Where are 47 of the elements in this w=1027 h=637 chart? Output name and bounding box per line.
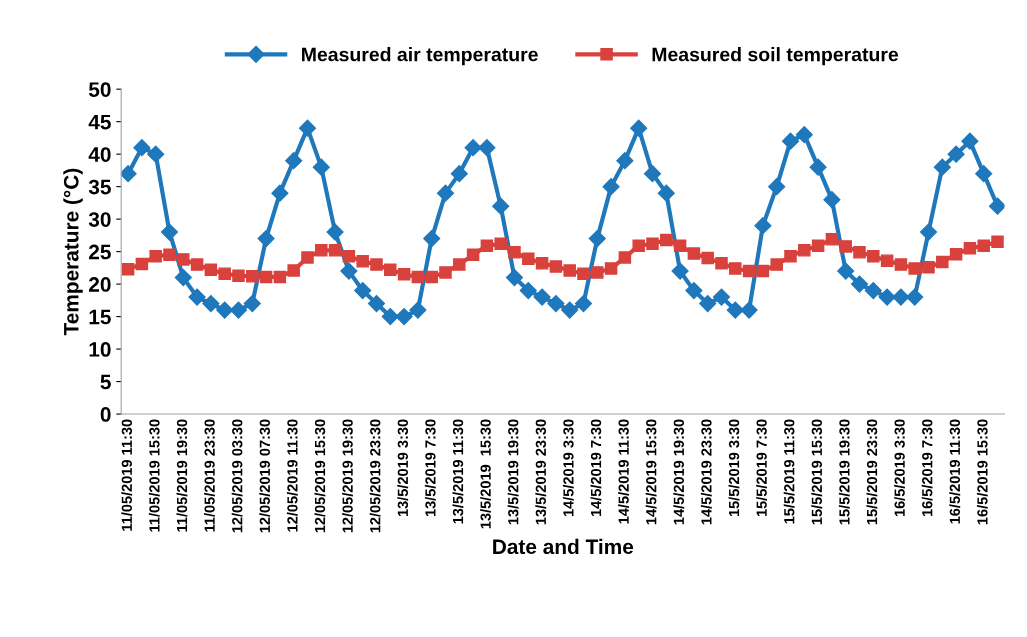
y-tick-label: 20 [89, 277, 111, 292]
x-tick-label: 14/5/2019 7:30 [590, 419, 602, 517]
y-tick-label: 40 [88, 147, 111, 162]
x-tick-label: 11/05/2019 23:30 [204, 419, 215, 532]
x-tick-label: 13/5/2019 15:30 [480, 419, 491, 529]
y-tick-label: 35 [88, 179, 111, 195]
x-tick-label: 12/05/2019 19:30 [342, 419, 353, 533]
y-tick-label: 5 [100, 374, 111, 390]
x-tick-label: 12/05/2019 03:30 [231, 419, 243, 533]
x-tick-label: 12/05/2019 07:30 [259, 419, 271, 533]
x-tick-label: 13/5/2019 23:30 [535, 419, 547, 525]
y-tick-label: 25 [89, 244, 111, 260]
y-tick-label: 50 [88, 82, 111, 97]
x-tick-label: 11/05/2019 19:30 [176, 419, 188, 532]
x-tick-label: 14/5/2019 11:30 [618, 419, 629, 524]
x-tick-label: 15/5/2019 15:30 [811, 419, 823, 525]
legend-label: Measured soil temperature [652, 47, 899, 66]
y-tick-label: 10 [89, 342, 111, 357]
y-tick-label: 45 [88, 114, 111, 130]
x-tick-label: 13/5/2019 11:30 [452, 419, 464, 524]
x-tick-label: 16/5/2019 3:30 [894, 419, 905, 517]
x-tick-label: 12/05/2019 11:30 [286, 419, 298, 532]
x-tick-label: 15/5/2019 7:30 [756, 419, 767, 517]
x-tick-label: 16/5/2019 15:30 [976, 419, 988, 525]
x-tick-label: 14/5/2019 19:30 [673, 419, 685, 525]
x-tick-label: 14/5/2019 23:30 [700, 419, 712, 525]
y-axis-title: Temperature (°C) [63, 168, 83, 336]
x-tick-label: 12/05/2019 23:30 [369, 419, 381, 533]
x-tick-label: 15/5/2019 23:30 [866, 419, 878, 525]
legend-label: Measured air temperature [302, 47, 538, 66]
x-tick-label: 15/5/2019 3:30 [728, 419, 740, 517]
x-tick-label: 13/5/2019 7:30 [424, 419, 436, 517]
x-axis-title: Date and Time [493, 538, 634, 555]
x-tick-label: 14/5/2019 3:30 [562, 419, 574, 517]
x-tick-label: 13/5/2019 3:30 [397, 419, 409, 517]
x-tick-label: 16/5/2019 7:30 [921, 419, 933, 517]
x-tick-label: 11/05/2019 15:30 [148, 419, 160, 532]
x-tick-label: 15/5/2019 11:30 [783, 419, 795, 524]
x-tick-label: 13/5/2019 19:30 [507, 419, 519, 525]
x-tick-label: 14/5/2019 15:30 [645, 419, 657, 525]
y-tick-label: 15 [89, 309, 111, 325]
x-tick-label: 15/5/2019 19:30 [838, 419, 850, 525]
x-tick-label: 11/05/2019 11:30 [121, 419, 133, 531]
y-tick-label: 0 [100, 407, 111, 422]
x-tick-label: 16/5/2019 11:30 [949, 419, 961, 524]
y-tick-label: 30 [88, 212, 111, 227]
x-tick-label: 12/05/2019 15:30 [314, 419, 326, 533]
